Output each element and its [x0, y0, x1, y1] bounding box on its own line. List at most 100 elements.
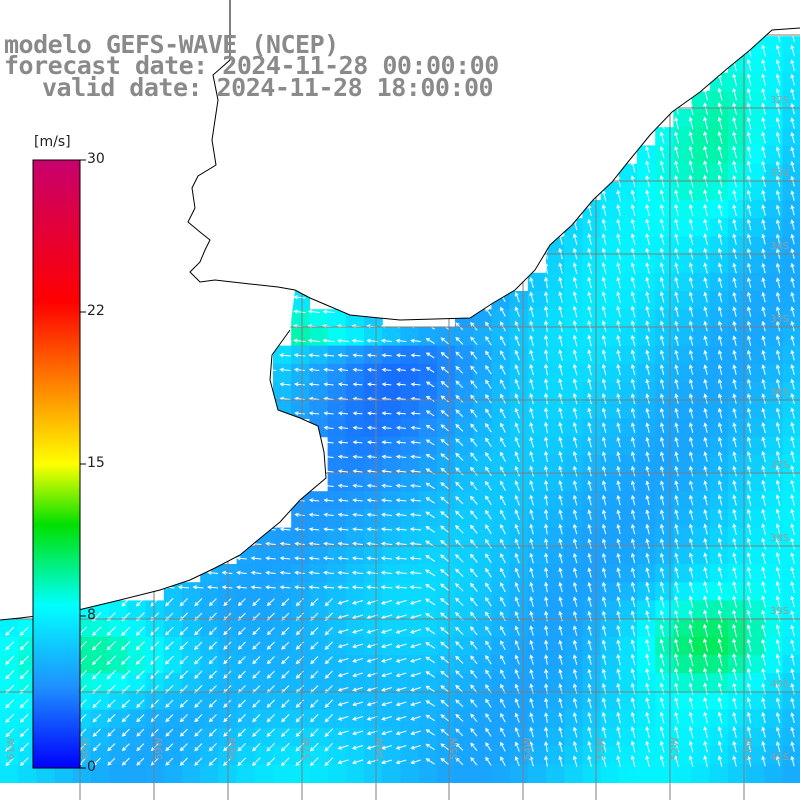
wind-arrow-356 — [732, 349, 737, 361]
speed-cell-1035 — [655, 764, 674, 783]
wind-arrow-1052 — [252, 627, 261, 636]
wind-arrow-1393 — [410, 716, 421, 721]
wind-arrow-684 — [500, 494, 506, 506]
speed-cell-503 — [709, 527, 729, 547]
speed-cell-499 — [637, 527, 656, 547]
speed-cell-801 — [400, 673, 420, 692]
wind-arrow-985 — [790, 595, 795, 608]
wind-arrow-517 — [500, 422, 506, 433]
wind-arrow-1558 — [410, 759, 421, 765]
speed-cell-119 — [582, 272, 602, 292]
speed-cell-267 — [418, 382, 438, 401]
speed-cell-502 — [691, 527, 711, 547]
wind-arrow-1396 — [455, 713, 464, 722]
wind-arrow-459 — [645, 393, 650, 404]
wind-arrow-1371 — [92, 713, 102, 723]
wind-arrow-975 — [645, 595, 650, 608]
wind-arrow-742 — [294, 527, 305, 532]
wind-arrow-652 — [544, 479, 549, 492]
wind-arrow-583 — [500, 451, 506, 462]
speed-cell-509 — [254, 545, 274, 565]
wind-arrow-1058 — [337, 629, 349, 634]
speed-cell-927 — [291, 727, 310, 747]
speed-cell-146 — [746, 291, 765, 310]
wind-arrow-761 — [572, 523, 578, 535]
speed-cell-259 — [273, 382, 292, 401]
wind-arrow-472 — [323, 411, 334, 416]
speed-cell-61 — [764, 181, 784, 201]
wind-arrow-113 — [717, 203, 723, 217]
wind-arrow-1549 — [280, 757, 290, 767]
speed-cell-66 — [637, 200, 656, 219]
speed-cell-623 — [364, 600, 383, 620]
speed-cell-631 — [509, 600, 529, 620]
speed-cell-10 — [764, 72, 784, 92]
wind-arrow-923 — [573, 581, 578, 593]
speed-cell-402 — [436, 473, 456, 492]
wind-arrow-544 — [410, 440, 421, 445]
wind-arrow-508 — [367, 425, 377, 430]
speed-cell-167 — [691, 309, 711, 328]
speed-cell-385 — [600, 454, 620, 474]
speed-cell-713 — [400, 636, 420, 656]
wind-arrow-63 — [775, 146, 781, 158]
speed-cell-325 — [455, 418, 474, 438]
wind-arrow-919 — [514, 581, 520, 593]
wind-arrow-588 — [572, 451, 578, 463]
wind-arrow-1186 — [601, 654, 607, 666]
wind-arrow-1208 — [121, 670, 131, 680]
speed-cell-952 — [746, 727, 765, 747]
speed-cell-865 — [764, 691, 784, 711]
speed-cell-868 — [18, 709, 37, 729]
speed-cell-898 — [564, 709, 583, 729]
wind-arrow-487 — [544, 407, 549, 419]
speed-cell-1031 — [582, 764, 602, 783]
wind-arrow-372 — [425, 367, 435, 373]
speed-cell-419 — [746, 473, 765, 492]
wind-arrow-388 — [659, 364, 665, 376]
wind-arrow-397 — [790, 364, 795, 376]
speed-cell-888 — [382, 709, 401, 729]
wind-arrow-420 — [601, 378, 607, 390]
wind-arrow-1517 — [616, 740, 621, 753]
wind-arrow-1402 — [544, 712, 549, 723]
speed-cell-579 — [291, 582, 310, 601]
wind-arrow-1123 — [485, 640, 492, 650]
wind-arrow-734 — [717, 509, 723, 521]
speed-cell-178 — [382, 327, 401, 347]
wind-arrow-1528 — [775, 741, 781, 753]
speed-cell-635 — [582, 600, 602, 620]
wind-arrow-1564 — [500, 756, 506, 767]
wind-arrow-42 — [790, 117, 795, 129]
wind-arrow-798 — [558, 538, 563, 549]
speed-cell-350 — [436, 436, 456, 456]
wind-arrow-839 — [587, 552, 592, 564]
wind-arrow-705 — [294, 512, 305, 517]
wind-arrow-1488 — [194, 743, 203, 752]
wind-arrow-869 — [425, 569, 436, 577]
wind-arrow-320 — [732, 335, 737, 346]
wind-arrow-1427 — [107, 728, 116, 737]
wind-arrow-305 — [514, 335, 520, 346]
wind-arrow-964 — [485, 596, 492, 607]
wind-arrow-1559 — [425, 758, 435, 765]
wind-arrow-14 — [761, 73, 766, 86]
wind-arrow-774 — [761, 523, 766, 535]
wind-arrow-788 — [409, 541, 422, 546]
speed-cell-654 — [127, 618, 147, 638]
speed-cell-384 — [582, 454, 602, 474]
wind-arrow-1484 — [136, 743, 145, 752]
speed-cell-1025 — [473, 764, 492, 783]
wind-arrow-243 — [645, 305, 650, 318]
speed-cell-878 — [200, 709, 219, 729]
wind-arrow-96 — [688, 189, 694, 202]
wind-arrow-1303 — [703, 682, 708, 695]
wind-arrow-1237 — [544, 668, 549, 680]
wind-arrow-1372 — [107, 714, 116, 723]
wind-arrow-1194 — [717, 652, 723, 667]
coastline-uruguay-brazil — [187, 0, 800, 321]
speed-cell-815 — [655, 673, 674, 692]
speed-cell-355 — [527, 436, 547, 456]
wind-arrow-804 — [645, 538, 650, 549]
wind-arrow-1182 — [544, 654, 549, 665]
